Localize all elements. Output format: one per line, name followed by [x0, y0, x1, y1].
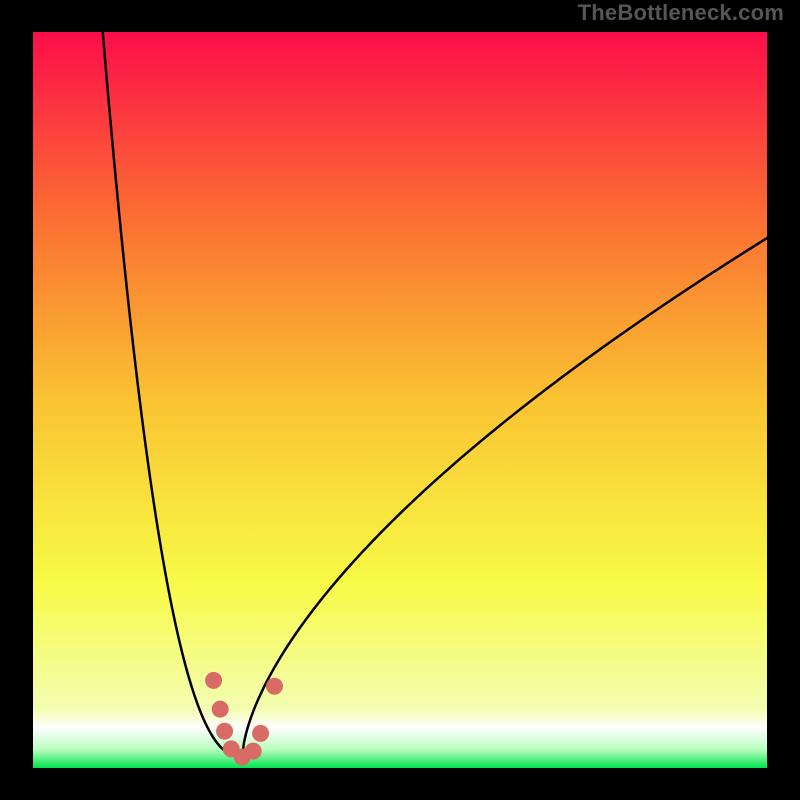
data-marker: [252, 725, 269, 742]
watermark-text: TheBottleneck.com: [578, 0, 784, 26]
plot-area: [33, 32, 767, 768]
data-marker: [216, 723, 233, 740]
data-marker: [205, 672, 222, 689]
data-marker: [245, 743, 262, 760]
data-marker: [212, 701, 229, 718]
chart-container: TheBottleneck.com: [0, 0, 800, 800]
chart-svg: [0, 0, 800, 800]
data-marker: [266, 678, 283, 695]
